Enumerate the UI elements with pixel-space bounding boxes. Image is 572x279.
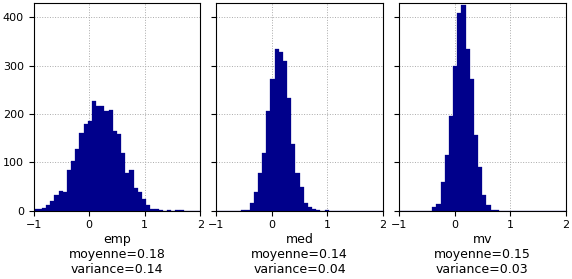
Bar <box>180 210 184 211</box>
Bar <box>121 153 125 211</box>
Bar <box>478 167 482 211</box>
Bar <box>436 204 440 211</box>
Bar <box>241 210 245 211</box>
Bar <box>125 172 129 211</box>
Bar <box>271 79 275 211</box>
Bar <box>38 209 42 211</box>
Bar <box>300 187 304 211</box>
Bar <box>245 210 249 211</box>
Bar <box>34 209 38 211</box>
Bar <box>96 106 100 211</box>
Bar <box>440 182 445 211</box>
Bar <box>176 210 180 211</box>
Bar <box>482 195 486 211</box>
Bar <box>491 210 495 211</box>
Bar <box>46 205 50 211</box>
Bar <box>287 98 291 211</box>
Bar <box>249 203 254 211</box>
Bar <box>59 191 63 211</box>
Bar <box>262 153 267 211</box>
Bar <box>275 49 279 211</box>
Bar <box>63 192 67 211</box>
Bar <box>129 170 134 211</box>
Bar <box>495 210 499 211</box>
Bar <box>432 207 436 211</box>
Bar <box>105 110 109 211</box>
Bar <box>304 203 308 211</box>
Bar <box>42 208 46 211</box>
Bar <box>54 195 59 211</box>
Bar <box>457 13 462 211</box>
Bar <box>158 210 163 211</box>
X-axis label: mv
moyenne=0.15
variance=0.03: mv moyenne=0.15 variance=0.03 <box>434 233 531 276</box>
Bar <box>50 201 54 211</box>
Bar <box>445 155 449 211</box>
Bar <box>109 110 113 211</box>
Bar <box>258 172 262 211</box>
Bar <box>117 134 121 211</box>
Bar <box>308 207 312 211</box>
Bar <box>474 135 478 211</box>
Bar <box>154 209 158 211</box>
Bar <box>88 121 92 211</box>
Bar <box>325 210 329 211</box>
Bar <box>138 192 142 211</box>
Bar <box>134 187 138 211</box>
Bar <box>142 199 146 211</box>
X-axis label: emp
moyenne=0.18
variance=0.14: emp moyenne=0.18 variance=0.14 <box>69 233 165 276</box>
Bar <box>84 124 88 211</box>
Bar <box>92 101 96 211</box>
Bar <box>462 5 466 211</box>
Bar <box>486 205 491 211</box>
Bar <box>291 143 296 211</box>
Bar <box>466 49 470 211</box>
Bar <box>76 149 80 211</box>
Bar <box>296 174 300 211</box>
Bar <box>100 106 105 211</box>
Bar <box>453 66 457 211</box>
Bar <box>283 61 287 211</box>
Bar <box>254 192 258 211</box>
Bar <box>312 209 316 211</box>
Bar <box>80 133 84 211</box>
Bar <box>279 52 283 211</box>
Bar <box>316 210 320 211</box>
Bar <box>67 170 71 211</box>
Bar <box>449 116 453 211</box>
Bar <box>167 210 171 211</box>
Bar <box>267 111 271 211</box>
Bar <box>470 79 474 211</box>
Bar <box>146 205 150 211</box>
Bar <box>113 131 117 211</box>
Bar <box>71 161 76 211</box>
Bar <box>150 209 154 211</box>
X-axis label: med
moyenne=0.14
variance=0.04: med moyenne=0.14 variance=0.04 <box>251 233 348 276</box>
